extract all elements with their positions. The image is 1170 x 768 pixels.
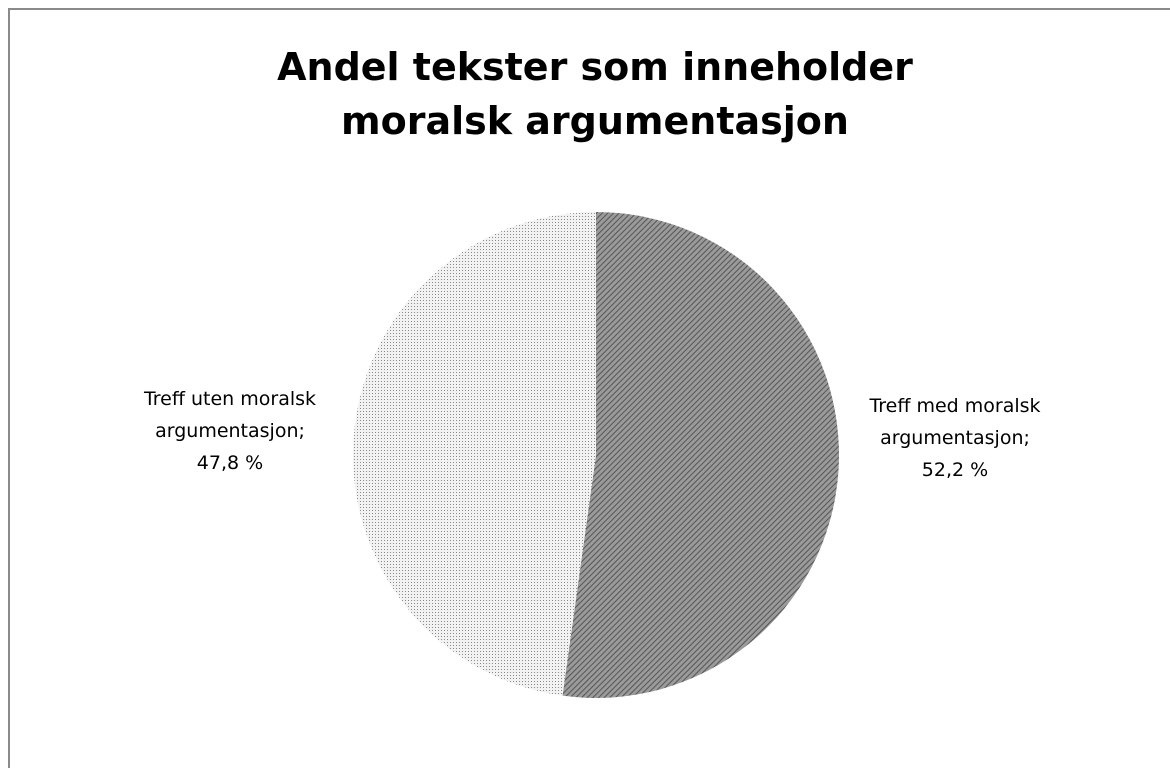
value-label: 47,8 % — [196, 452, 264, 474]
data-label: Treff uten moralsk argumentasjon; 47,8 % — [110, 383, 350, 479]
chart-title: Andel tekster som inneholder moralsk arg… — [277, 45, 913, 143]
category-label: Treff med moralsk argumentasjon; — [869, 395, 1041, 449]
chart-frame — [8, 8, 1170, 768]
category-label: Treff uten moralsk argumentasjon; — [143, 388, 317, 442]
pie-slice — [353, 212, 596, 696]
pie-slice — [562, 212, 840, 698]
data-label: Treff med moralsk argumentasjon; 52,2 % — [835, 390, 1075, 486]
value-label: 52,2 % — [921, 459, 989, 481]
